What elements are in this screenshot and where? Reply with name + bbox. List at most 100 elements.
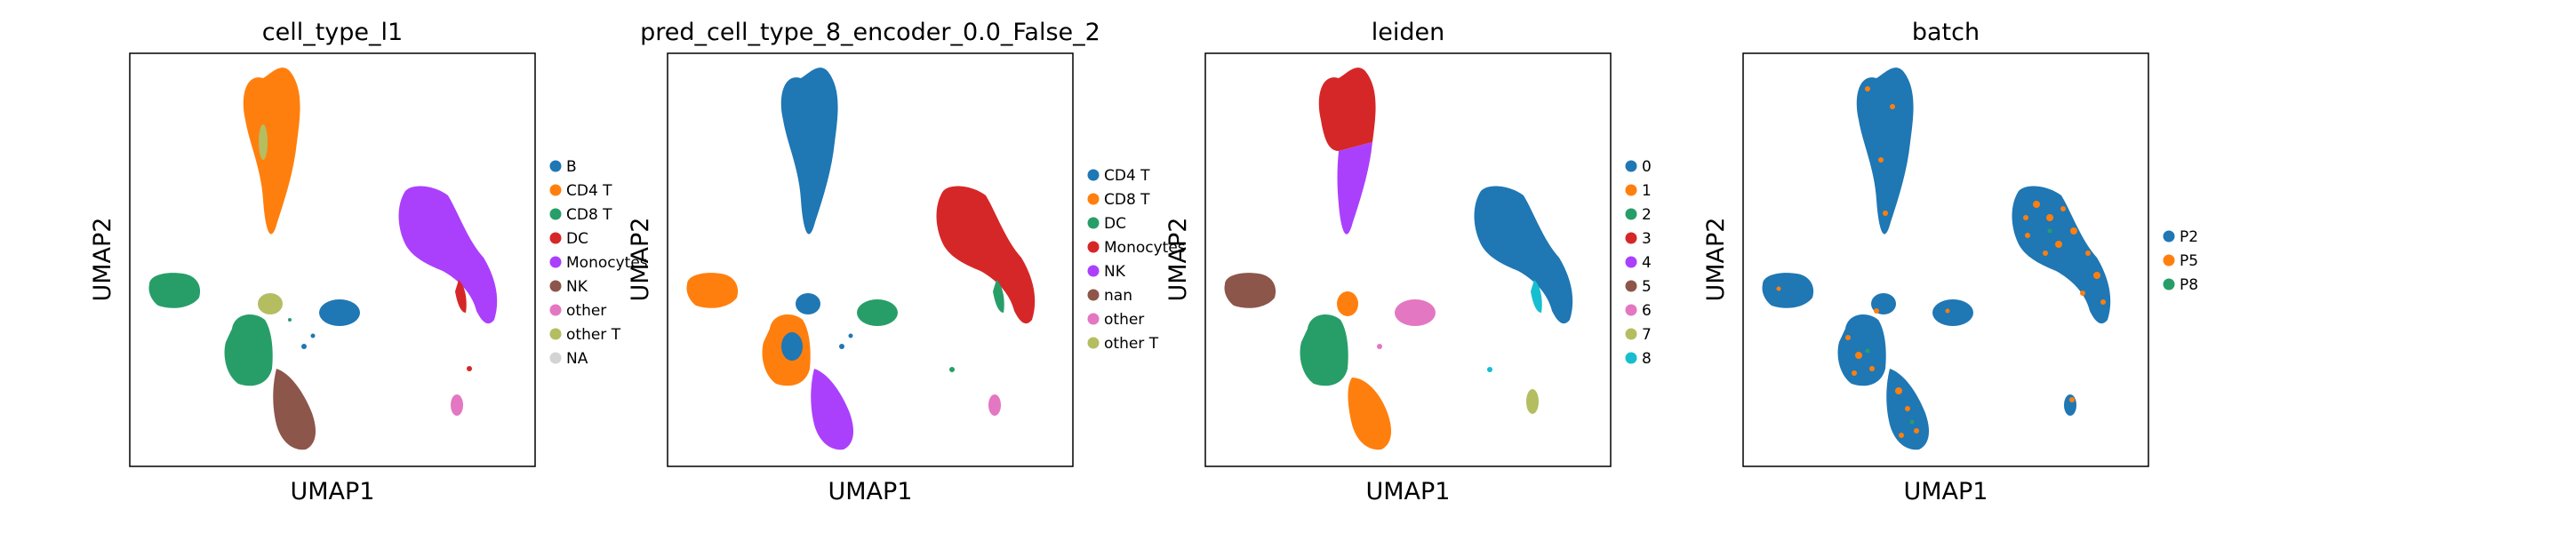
legend-label: 5 — [1642, 278, 1652, 296]
legend-item: CD4 T — [549, 182, 612, 200]
legend-item: NK — [1087, 263, 1126, 281]
legend-item: DC — [1087, 215, 1126, 233]
axes-frame — [667, 52, 1074, 467]
cluster-nk — [273, 369, 316, 450]
cluster-1 — [1348, 378, 1392, 450]
cluster-cd8t-left — [148, 273, 201, 308]
legend-label: P5 — [2180, 252, 2198, 270]
legend-marker — [549, 160, 562, 172]
y-axis-label: UMAP2 — [89, 218, 116, 302]
cluster-p2-left — [1762, 273, 1814, 308]
panel-batch: batch — [1702, 19, 2198, 505]
legend-label: P8 — [2180, 276, 2198, 294]
legend-marker — [549, 232, 562, 244]
cluster-nk — [811, 369, 854, 450]
legend-marker — [549, 184, 562, 196]
legend-label: 0 — [1642, 158, 1652, 176]
scatter-plot-area — [1762, 68, 2111, 450]
axes-frame — [1204, 52, 1612, 467]
legend-item: 1 — [1625, 182, 1652, 200]
cluster-other — [451, 394, 463, 416]
legend-item: CD8 T — [1087, 191, 1150, 209]
legend-item: B — [549, 158, 577, 176]
legend-marker — [549, 328, 562, 340]
legend-label: 2 — [1642, 206, 1652, 224]
cluster-p2-center — [1837, 293, 2076, 450]
legend-marker — [1625, 160, 1637, 172]
x-axis-label: UMAP1 — [291, 478, 375, 505]
legend-item: other — [1087, 311, 1144, 329]
panel-leiden: leiden — [1164, 19, 1652, 505]
cluster-dc-tail — [455, 280, 467, 313]
y-axis-label: UMAP2 — [1164, 218, 1192, 302]
cluster-5 — [1224, 273, 1276, 308]
legend-label: 1 — [1642, 182, 1652, 200]
legend-item: 7 — [1625, 326, 1652, 344]
legend-label: NA — [566, 350, 588, 368]
scatter-plot-area — [148, 68, 498, 450]
legend-label: 4 — [1642, 254, 1652, 272]
cluster-scatter-bits — [288, 318, 472, 371]
legend-item: 5 — [1625, 278, 1652, 296]
cluster-3 — [1318, 68, 1376, 151]
legend-marker — [549, 280, 562, 292]
panel-title: pred_cell_type_8_encoder_0.0_False_2 — [640, 19, 1100, 46]
legend-marker — [2163, 230, 2175, 243]
x-axis-label: UMAP1 — [828, 478, 913, 505]
cluster-4 — [1337, 142, 1372, 235]
legend-marker — [2163, 254, 2175, 266]
legend-marker — [1087, 217, 1100, 229]
legend-label: DC — [1104, 215, 1126, 233]
panel-cell-type-l1: cell_type_l1 — [89, 19, 648, 505]
cluster-dc-tail — [993, 280, 1004, 313]
legend-label: 3 — [1642, 230, 1652, 248]
legend-label: nan — [1104, 287, 1132, 305]
legend-marker — [549, 256, 562, 268]
legend-marker — [549, 208, 562, 220]
legend-item: 0 — [1625, 158, 1652, 176]
cluster-7 — [1526, 389, 1539, 414]
legend-item: Monocytes — [549, 254, 648, 272]
legend: P2 P5 P8 — [2163, 228, 2198, 294]
legend-label: other T — [566, 326, 621, 344]
legend-label: P2 — [2180, 228, 2198, 246]
cluster-scatter-bits — [1377, 344, 1492, 372]
legend-item: 6 — [1625, 302, 1652, 320]
legend-label: CD8 T — [566, 206, 612, 224]
legend-marker — [1087, 193, 1100, 205]
axes-frame — [1742, 52, 2149, 467]
legend-marker — [549, 352, 562, 364]
y-axis-label: UMAP2 — [627, 218, 654, 302]
legend-item: other T — [549, 326, 621, 344]
legend-item: P5 — [2163, 252, 2198, 270]
cluster-other-t-top — [259, 124, 268, 160]
cluster-cd4t-center — [781, 293, 820, 361]
legend-item: P8 — [2163, 276, 2198, 294]
legend-item: 2 — [1625, 206, 1652, 224]
scatter-plot-area — [1224, 68, 1573, 450]
legend-item: Monocytes — [1087, 239, 1186, 257]
scatter-plot-area — [686, 68, 1036, 450]
y-axis-label: UMAP2 — [1702, 218, 1730, 302]
legend-marker — [549, 304, 562, 316]
legend: 0 1 2 3 4 5 6 7 8 — [1625, 158, 1652, 368]
legend-label: 7 — [1642, 326, 1652, 344]
legend-marker — [2163, 278, 2175, 290]
legend-label: other — [1104, 311, 1144, 329]
legend-label: 8 — [1642, 350, 1652, 368]
legend-label: other — [566, 302, 606, 320]
legend-label: NK — [1104, 263, 1126, 281]
cluster-6 — [1395, 299, 1436, 326]
legend-item: P2 — [2163, 228, 2198, 246]
cluster-scatter-bits — [839, 333, 955, 372]
legend-label: 6 — [1642, 302, 1652, 320]
cluster-b — [319, 299, 360, 326]
legend-label: CD4 T — [566, 182, 612, 200]
cluster-monocytes — [398, 186, 498, 324]
cluster-cd4t — [243, 68, 300, 235]
axes-frame — [129, 52, 536, 467]
legend-item: nan — [1087, 287, 1132, 305]
legend-item: CD4 T — [1087, 167, 1150, 185]
legend-item: other — [549, 302, 606, 320]
